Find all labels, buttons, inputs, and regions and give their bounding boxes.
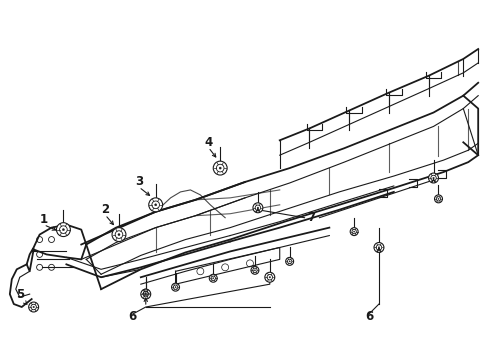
Circle shape [254, 270, 255, 271]
Text: 1: 1 [40, 213, 48, 226]
Text: 2: 2 [101, 203, 109, 216]
Circle shape [257, 207, 259, 208]
Text: 7: 7 [307, 211, 316, 224]
Circle shape [213, 161, 227, 175]
Text: 4: 4 [204, 136, 212, 149]
Circle shape [142, 289, 150, 297]
Circle shape [145, 293, 147, 295]
Text: 6: 6 [365, 310, 373, 323]
Circle shape [145, 293, 147, 294]
Circle shape [155, 204, 157, 206]
Text: 6: 6 [129, 310, 137, 323]
Circle shape [29, 302, 39, 312]
Circle shape [56, 223, 71, 237]
Circle shape [374, 243, 384, 252]
Circle shape [286, 257, 294, 265]
Circle shape [265, 272, 275, 282]
Circle shape [141, 289, 151, 299]
Circle shape [433, 177, 434, 179]
Text: 5: 5 [16, 288, 24, 301]
Circle shape [213, 278, 214, 279]
Circle shape [33, 306, 34, 308]
Circle shape [118, 234, 120, 235]
Circle shape [354, 231, 355, 232]
Text: 3: 3 [135, 175, 143, 189]
Circle shape [253, 203, 263, 213]
Circle shape [269, 276, 270, 278]
Circle shape [112, 228, 126, 242]
Circle shape [435, 195, 442, 203]
Circle shape [175, 287, 176, 288]
Circle shape [289, 261, 290, 262]
Circle shape [378, 247, 380, 248]
Circle shape [172, 283, 179, 291]
Circle shape [251, 266, 259, 274]
Circle shape [438, 198, 439, 199]
Circle shape [350, 228, 358, 235]
Circle shape [149, 198, 163, 212]
Circle shape [219, 167, 221, 169]
Circle shape [209, 274, 217, 282]
Circle shape [62, 229, 65, 231]
Circle shape [429, 173, 439, 183]
